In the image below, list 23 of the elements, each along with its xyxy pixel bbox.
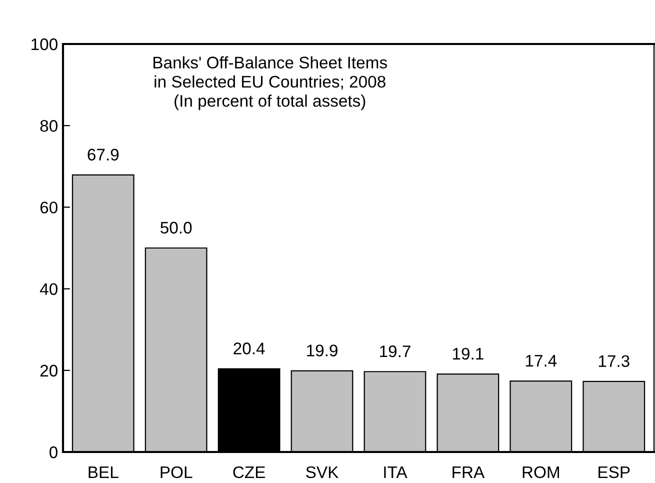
y-tick-label: 0: [50, 446, 58, 458]
data-label: 50.0: [160, 222, 192, 234]
data-label: 19.1: [453, 348, 484, 360]
y-tick-label: 20: [40, 364, 58, 377]
data-label: 17.4: [526, 354, 557, 366]
data-label: 19.7: [380, 345, 410, 358]
data-label: 67.9: [88, 148, 119, 161]
x-tick-label: ITA: [384, 466, 408, 478]
data-label: 20.4: [234, 342, 265, 354]
x-tick-label: SVK: [306, 466, 339, 478]
x-tick-label: CZE: [233, 466, 266, 478]
data-label: 17.3: [598, 355, 630, 368]
y-tick-label: 60: [40, 202, 58, 214]
y-tick-label: 100: [32, 38, 58, 50]
x-tick-label: FRA: [452, 466, 485, 478]
text: Banks' Off-Balance Sheet Items in Selected EU Countries; 2008 (In percent of total assets): [154, 56, 387, 110]
x-tick-label: ROM: [522, 466, 559, 478]
x-tick-label: ESP: [598, 466, 630, 478]
data-label: 19.9: [307, 344, 338, 356]
x-tick-label: BEL: [88, 466, 118, 478]
y-tick-label: 40: [40, 283, 58, 296]
x-tick-label: POL: [160, 466, 192, 478]
y-tick-label: 80: [40, 120, 58, 132]
